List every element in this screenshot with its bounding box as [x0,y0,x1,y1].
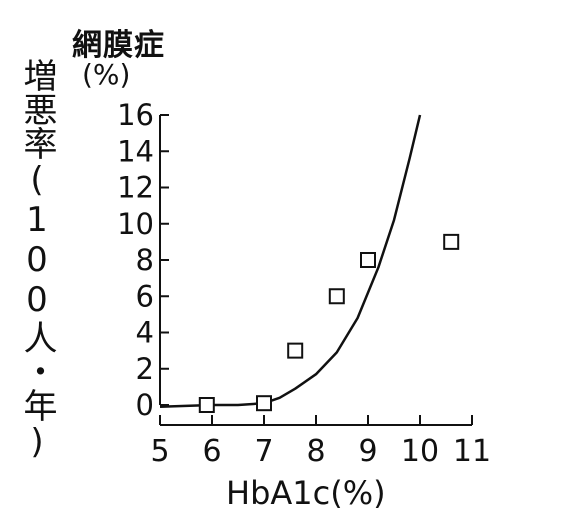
x-tick-label: 5 [150,434,169,469]
y-axis-label: 増悪率(100人・年) [17,58,57,462]
data-point [360,252,376,268]
x-tick-label: 7 [254,434,273,469]
x-tick-label: 9 [358,434,377,469]
y-tick-label: 14 [117,134,154,168]
x-tick-label: 8 [306,434,325,469]
y-tick-label: 2 [136,352,154,386]
chart-title: 網膜症 [72,28,165,63]
x-axis-label: HbA1c(%) [226,474,386,512]
data-point [256,395,272,412]
y-tick-label: 4 [136,316,154,350]
data-point [443,233,460,250]
y-tick-label: 16 [117,98,154,132]
data-point [198,397,215,413]
y-tick-label: 0 [136,388,154,422]
y-tick-label: 12 [117,171,154,205]
data-point [328,288,345,305]
fitted-curve [159,114,422,409]
y-axis-unit: (%) [82,58,131,91]
y-tick-label: 10 [117,207,154,241]
y-tick-label: 6 [136,279,154,313]
x-tick-label: 11 [453,434,491,469]
x-tick-label: 6 [202,434,221,469]
x-tick-label: 10 [401,434,439,469]
y-tick-label: 8 [136,243,154,277]
data-point [287,342,304,359]
